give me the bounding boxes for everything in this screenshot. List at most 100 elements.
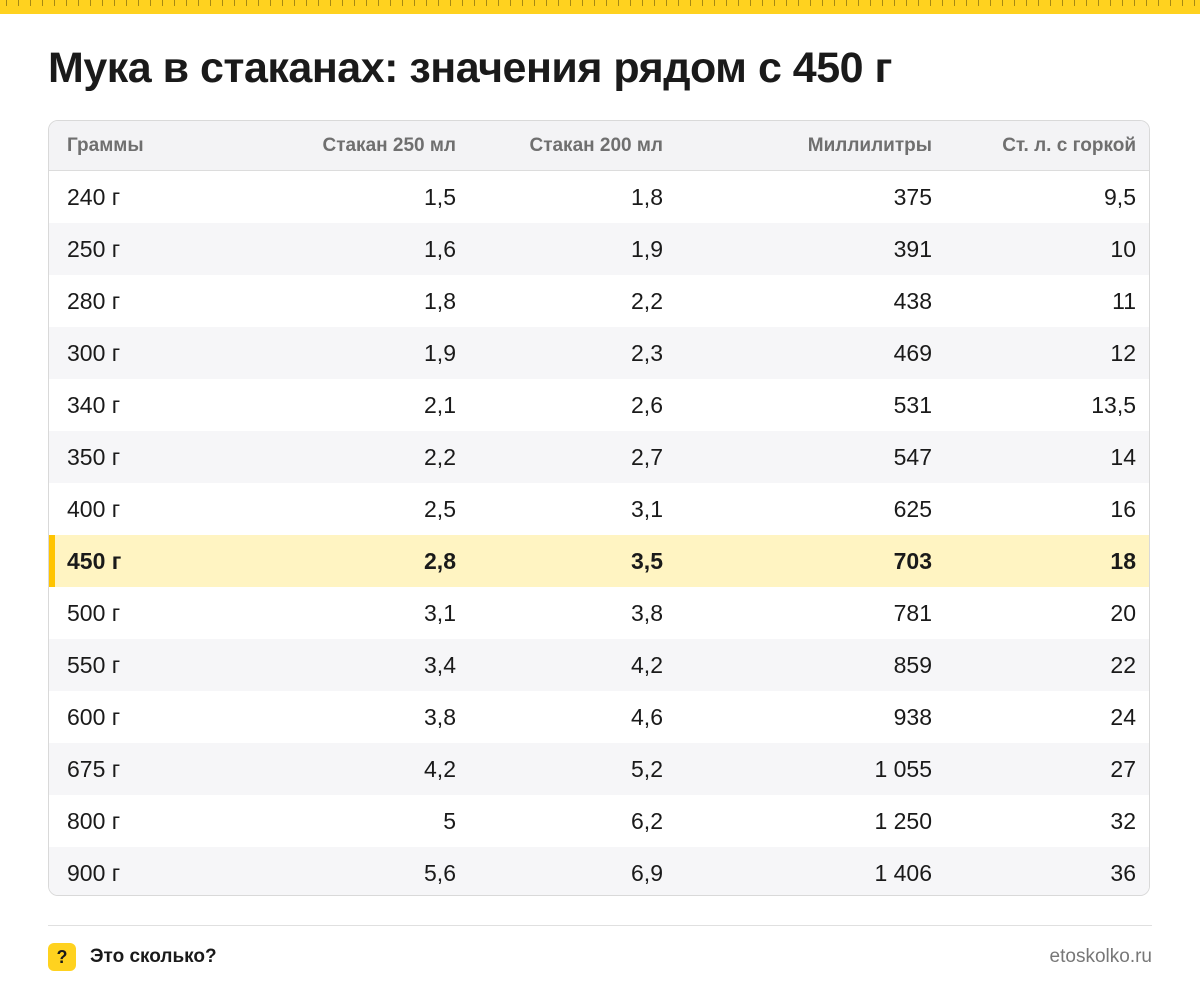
cell-cup-200: 6,9 [631,859,663,886]
table-row: 800 г 5 6,2 1 250 32 [49,795,1149,847]
table-row: 400 г 2,5 3,1 625 16 [49,483,1149,535]
cell-milliliters: 625 [893,495,932,522]
cell-grams: 400 г [67,495,121,522]
cell-cup-250: 3,4 [424,651,456,678]
cell-tablespoons: 13,5 [1091,391,1136,418]
table-row-highlighted: 450 г 2,8 3,5 703 18 [49,535,1149,587]
cell-cup-250: 1,5 [424,183,456,210]
cell-milliliters: 438 [893,287,932,314]
cell-tablespoons: 14 [1110,443,1136,470]
cell-tablespoons: 18 [1110,547,1136,574]
cell-milliliters: 375 [893,183,932,210]
cell-grams: 600 г [67,703,121,730]
cell-cup-250: 5,6 [424,859,456,886]
cell-cup-200: 3,8 [631,599,663,626]
cell-grams: 350 г [67,443,121,470]
cell-milliliters: 1 055 [874,755,932,782]
cell-tablespoons: 32 [1110,807,1136,834]
column-header-cup-200: Стакан 200 мл [529,134,663,156]
cell-grams: 675 г [67,755,121,782]
table-row: 550 г 3,4 4,2 859 22 [49,639,1149,691]
cell-cup-200: 1,9 [631,235,663,262]
cell-tablespoons: 20 [1110,599,1136,626]
cell-tablespoons: 10 [1110,235,1136,262]
cell-cup-250: 1,6 [424,235,456,262]
cell-cup-250: 1,9 [424,339,456,366]
cell-cup-200: 5,2 [631,755,663,782]
cell-tablespoons: 36 [1110,859,1136,886]
cell-cup-200: 1,8 [631,183,663,210]
cell-cup-250: 3,1 [424,599,456,626]
cell-grams: 300 г [67,339,121,366]
cell-cup-250: 2,1 [424,391,456,418]
table-row: 600 г 3,8 4,6 938 24 [49,691,1149,743]
cell-grams: 450 г [67,547,122,574]
cell-tablespoons: 9,5 [1104,183,1136,210]
cell-grams: 280 г [67,287,121,314]
cell-milliliters: 547 [893,443,932,470]
cell-grams: 240 г [67,183,121,210]
brand-name: Это сколько? [90,946,217,967]
cell-milliliters: 391 [893,235,932,262]
cell-cup-200: 2,2 [631,287,663,314]
column-header-milliliters: Миллилитры [807,134,932,156]
cell-grams: 250 г [67,235,121,262]
cell-cup-200: 2,7 [631,443,663,470]
cell-cup-250: 2,8 [424,547,456,574]
cell-cup-200: 3,5 [631,547,663,574]
table-header: Граммы Стакан 250 мл Стакан 200 мл Милли… [49,121,1149,171]
column-header-tablespoons: Ст. л. с горкой [1002,134,1136,156]
table-row: 675 г 4,2 5,2 1 055 27 [49,743,1149,795]
conversion-table: Граммы Стакан 250 мл Стакан 200 мл Милли… [48,120,1150,896]
cell-cup-200: 4,6 [631,703,663,730]
cell-milliliters: 1 406 [874,859,932,886]
site-url[interactable]: etoskolko.ru [1049,946,1152,967]
cell-milliliters: 938 [893,703,932,730]
table-row: 250 г 1,6 1,9 391 10 [49,223,1149,275]
cell-milliliters: 469 [893,339,932,366]
table-row: 280 г 1,8 2,2 438 11 [49,275,1149,327]
cell-tablespoons: 12 [1110,339,1136,366]
cell-milliliters: 1 250 [874,807,932,834]
cell-cup-200: 6,2 [631,807,663,834]
cell-cup-200: 4,2 [631,651,663,678]
table-row: 500 г 3,1 3,8 781 20 [49,587,1149,639]
cell-cup-200: 2,3 [631,339,663,366]
cell-grams: 340 г [67,391,121,418]
cell-cup-250: 2,5 [424,495,456,522]
cell-cup-200: 3,1 [631,495,663,522]
table-row: 240 г 1,5 1,8 375 9,5 [49,171,1149,223]
cell-cup-250: 2,2 [424,443,456,470]
cell-tablespoons: 24 [1110,703,1136,730]
footer-brand: ? Это сколько? [48,943,217,971]
cell-tablespoons: 27 [1110,755,1136,782]
page-title: Мука в стаканах: значения рядом с 450 г [48,44,892,92]
cell-tablespoons: 16 [1110,495,1136,522]
column-header-grams: Граммы [67,134,144,156]
question-mark-icon: ? [48,943,76,971]
cell-grams: 550 г [67,651,121,678]
table-row: 900 г 5,6 6,9 1 406 36 [49,847,1149,895]
table-row: 300 г 1,9 2,3 469 12 [49,327,1149,379]
highlight-marker [49,535,55,587]
cell-milliliters: 531 [893,391,932,418]
cell-milliliters: 781 [893,599,932,626]
cell-tablespoons: 11 [1112,287,1136,314]
cell-cup-200: 2,6 [631,391,663,418]
cell-milliliters: 703 [893,547,932,574]
cell-grams: 500 г [67,599,121,626]
footer-divider [48,925,1152,926]
cell-tablespoons: 22 [1110,651,1136,678]
cell-cup-250: 5 [443,807,456,834]
cell-grams: 900 г [67,859,121,886]
cell-milliliters: 859 [893,651,932,678]
cell-grams: 800 г [67,807,121,834]
table-body: 240 г 1,5 1,8 375 9,5 250 г 1,6 1,9 391 10 280 г 1,… [49,171,1149,895]
cell-cup-250: 1,8 [424,287,456,314]
column-header-cup-250: Стакан 250 мл [322,134,456,156]
ruler-decoration [0,0,1200,14]
table-row: 340 г 2,1 2,6 531 13,5 [49,379,1149,431]
table-row: 350 г 2,2 2,7 547 14 [49,431,1149,483]
cell-cup-250: 3,8 [424,703,456,730]
cell-cup-250: 4,2 [424,755,456,782]
